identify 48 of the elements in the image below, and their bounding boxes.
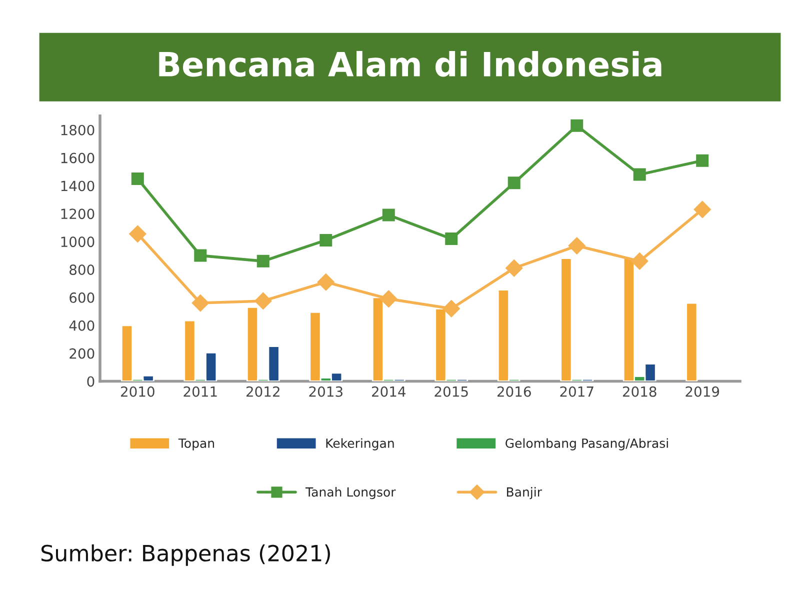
x-tick-label: 2017: [560, 386, 594, 397]
point: [192, 294, 209, 312]
x-tick-label: 2016: [497, 386, 531, 397]
x-tick-label: 2011: [184, 386, 217, 397]
y-tick-label: 600: [70, 292, 94, 303]
point: [256, 254, 270, 268]
point: [442, 300, 460, 318]
bar: [686, 302, 698, 382]
y-tick-label: 1600: [61, 152, 94, 164]
point: [570, 119, 584, 132]
point: [380, 290, 398, 308]
chart-title: Bencana Alam di Indonesia: [159, 50, 662, 77]
legend-label: Topan: [178, 438, 214, 450]
legend-label: Tanah Longsor: [305, 487, 396, 500]
legend-label: Kekeringan: [326, 438, 394, 450]
point: [568, 237, 586, 254]
x-tick-label: 2014: [372, 386, 406, 397]
y-tick-label: 1200: [61, 208, 94, 220]
point: [317, 274, 334, 291]
x-tick-label: 2019: [686, 386, 720, 397]
point: [382, 208, 395, 222]
point: [506, 260, 523, 277]
point: [320, 234, 332, 246]
y-tick-label: 400: [69, 320, 94, 331]
x-tick-label: 2012: [246, 386, 280, 397]
y-tick-label: 1800: [61, 124, 94, 136]
y-tick-label: 0: [87, 376, 94, 387]
point: [129, 225, 146, 242]
y-tick-label: 1400: [61, 180, 94, 192]
point: [131, 172, 144, 185]
x-tick-label: 2018: [622, 386, 656, 397]
legend-label: Gelombang Pasang/Abrasi: [506, 438, 668, 450]
point: [696, 154, 709, 167]
x-tick-label: 2015: [434, 386, 468, 397]
point: [633, 168, 646, 181]
text: Sumber: Bappenas (2021): [41, 544, 330, 566]
point: [194, 249, 207, 262]
point: [631, 252, 648, 270]
x-tick-label: 2013: [309, 386, 342, 397]
x-tick-label: 2010: [120, 386, 154, 397]
point: [254, 292, 272, 310]
point: [445, 232, 458, 246]
y-tick-label: 800: [70, 264, 94, 275]
legend-label: Banjir: [506, 487, 542, 500]
point: [508, 176, 520, 190]
y-tick-label: 200: [70, 348, 94, 359]
y-tick-label: 1000: [61, 236, 94, 248]
point: [694, 200, 711, 218]
